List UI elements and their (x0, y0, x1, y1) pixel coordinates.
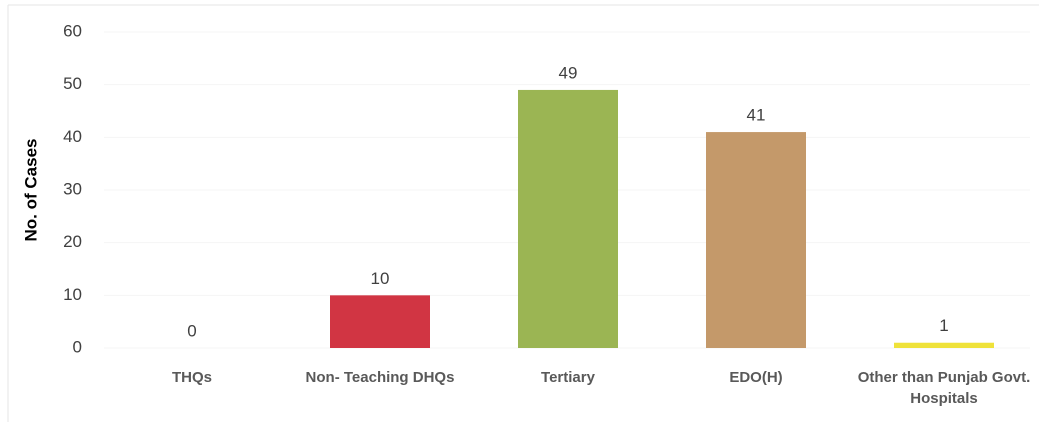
value-label: 0 (187, 321, 196, 340)
y-tick-label: 60 (63, 21, 82, 40)
x-tick-label: Non- Teaching DHQs (305, 369, 455, 386)
value-label: 41 (747, 106, 766, 125)
x-tick-label: Tertiary (541, 369, 595, 386)
x-tick-label: THQs (171, 369, 212, 386)
y-tick-label: 30 (63, 179, 82, 198)
x-tick-label: Other than Punjab Govt. Hospitals (857, 369, 1031, 407)
y-tick-label: 10 (63, 285, 82, 304)
y-axis-label: No. of Cases (21, 139, 40, 242)
y-tick-label: 0 (73, 337, 82, 356)
y-tick-label: 40 (63, 127, 82, 146)
value-label: 49 (559, 63, 578, 82)
bar (330, 295, 430, 348)
value-label: 1 (939, 316, 948, 335)
y-tick-label: 20 (63, 232, 82, 251)
y-tick-label: 50 (63, 74, 82, 93)
bar (894, 342, 994, 348)
bar (706, 132, 806, 348)
value-label: 10 (371, 269, 390, 288)
bar (518, 89, 618, 348)
x-tick-label: EDO(H) (729, 369, 783, 386)
